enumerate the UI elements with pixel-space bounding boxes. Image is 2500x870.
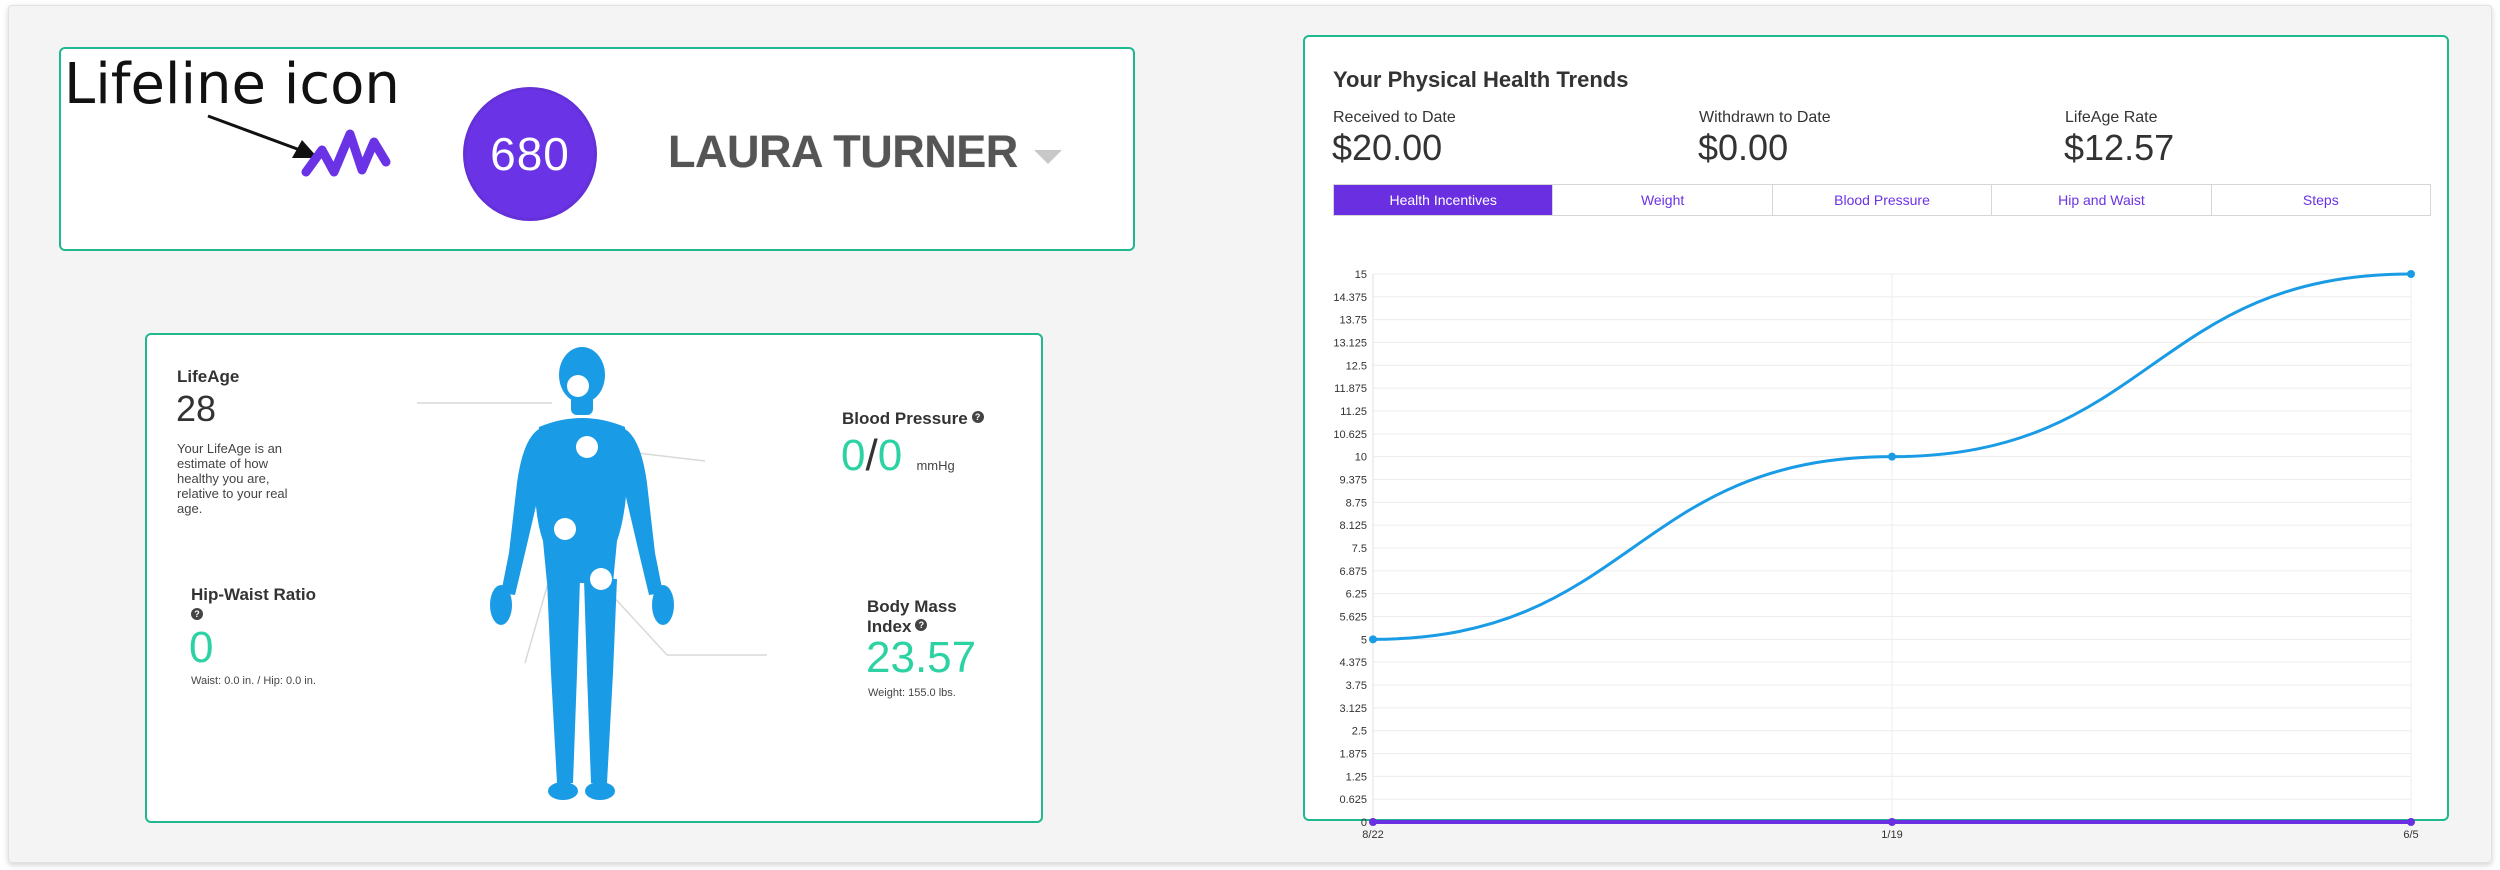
score-badge[interactable]: 680 — [463, 87, 597, 221]
help-icon[interactable]: ? — [971, 411, 984, 423]
physical-health-trends-card: Your Physical Health Trends Received to … — [1303, 35, 2449, 841]
bmi-value: 23.57 — [866, 633, 977, 682]
help-icon[interactable]: ? — [191, 608, 203, 620]
tab-blood-pressure[interactable]: Blood Pressure — [1771, 185, 1992, 215]
tab-weight[interactable]: Weight — [1552, 185, 1772, 215]
bmi-title-line1: Body Mass — [867, 597, 957, 616]
trend-tabs: Health Incentives Weight Blood Pressure … — [1333, 184, 2431, 216]
health-incentives-chart: 0 0.625 1.25 1.875 2.5 3.125 3.75 4.375 5 5.625 6.… — [1333, 269, 2418, 841]
series-point-0 — [1888, 452, 1896, 461]
x-tick-label: 6/5 — [2403, 829, 2418, 841]
body-metrics-card: LifeAge 28 Your LifeAge is an estimate o… — [145, 333, 1043, 823]
chevron-down-icon[interactable] — [1034, 150, 1062, 164]
y-tick-label: 8.75 — [1346, 497, 1367, 509]
y-tick-label: 10.625 — [1333, 429, 1367, 441]
y-tick-label: 0.625 — [1339, 794, 1367, 806]
y-tick-label: 13.75 — [1339, 315, 1367, 327]
tab-hip-and-waist[interactable]: Hip and Waist — [1991, 185, 2211, 215]
lifeage-description: Your LifeAge is an estimate of how healt… — [177, 441, 288, 516]
y-tick-label: 11.875 — [1334, 383, 1367, 395]
bp-unit: mmHg — [916, 458, 955, 473]
annotation-label: Lifeline icon — [64, 52, 400, 117]
stat-label-withdrawn: Withdrawn to Date — [1699, 109, 1831, 126]
y-tick-label: 2.5 — [1352, 726, 1367, 738]
y-tick-label: 13.125 — [1333, 338, 1367, 350]
y-tick-label: 7.5 — [1352, 543, 1367, 555]
chest-hotspot — [576, 436, 598, 458]
trends-title: Your Physical Health Trends — [1333, 67, 1629, 92]
series-point-0 — [1369, 635, 1377, 644]
series-point-1 — [1369, 818, 1377, 826]
series-point-1 — [2407, 818, 2415, 826]
y-tick-label: 9.375 — [1339, 475, 1367, 487]
hip-waist-title: Hip-Waist Ratio — [191, 585, 316, 604]
blood-pressure-title-text: Blood Pressure — [842, 409, 968, 428]
blood-pressure-value: 0/0 mmHg — [841, 433, 955, 489]
lifeline-icon[interactable] — [300, 124, 392, 184]
thigh-hotspot — [590, 568, 612, 590]
human-silhouette — [490, 347, 674, 800]
y-tick-label: 3.75 — [1346, 680, 1367, 692]
y-tick-label: 1.25 — [1346, 771, 1367, 783]
y-tick-label: 12.5 — [1346, 360, 1367, 372]
y-tick-label: 1.875 — [1339, 749, 1367, 761]
tab-health-incentives[interactable]: Health Incentives — [1334, 185, 1553, 215]
stat-value-received: $20.00 — [1332, 127, 1443, 168]
help-icon[interactable]: ? — [915, 619, 928, 631]
bp-separator: / — [865, 431, 878, 480]
systolic-value: 0 — [841, 431, 866, 480]
hip-waist-detail: Waist: 0.0 in. / Hip: 0.0 in. — [191, 675, 316, 687]
tab-steps[interactable]: Steps — [2210, 185, 2431, 215]
y-tick-label: 8.125 — [1339, 520, 1367, 532]
stat-value-withdrawn: $0.00 — [1698, 127, 1789, 168]
bmi-title-line2-text: Index — [867, 617, 912, 636]
lifeage-value: 28 — [176, 388, 217, 429]
hip-waist-help: ? — [191, 604, 203, 622]
diastolic-value: 0 — [877, 431, 903, 480]
series-point-1 — [1888, 818, 1896, 826]
head-hotspot — [567, 375, 589, 397]
y-tick-label: 3.125 — [1339, 703, 1367, 715]
y-tick-label: 4.375 — [1339, 657, 1367, 669]
y-tick-label: 10 — [1355, 452, 1367, 464]
user-name[interactable]: LAURA TURNER — [668, 126, 1018, 177]
annotation-arrow-icon — [207, 114, 318, 158]
stat-value-lifeage-rate: $12.57 — [2064, 127, 2175, 168]
blood-pressure-title: Blood Pressure? — [842, 409, 984, 429]
stat-label-received: Received to Date — [1333, 109, 1456, 126]
lifeage-title: LifeAge — [177, 367, 240, 386]
y-tick-label: 5.625 — [1339, 612, 1367, 624]
x-tick-label: 1/19 — [1881, 829, 1902, 841]
y-tick-label: 6.25 — [1346, 589, 1367, 601]
x-tick-label: 8/22 — [1362, 829, 1383, 841]
body-figure — [417, 347, 767, 800]
y-tick-label: 11.25 — [1340, 406, 1367, 418]
hip-waist-value: 0 — [189, 623, 214, 672]
bmi-detail: Weight: 155.0 lbs. — [868, 687, 956, 699]
series-point-0 — [2407, 270, 2415, 278]
y-tick-label: 6.875 — [1339, 566, 1367, 578]
y-tick-label: 15 — [1355, 269, 1367, 281]
y-tick-label: 14.375 — [1333, 292, 1367, 304]
y-tick-label: 0 — [1361, 817, 1367, 829]
profile-header-card — [59, 47, 1135, 251]
waist-hotspot — [554, 518, 576, 540]
y-tick-label: 5 — [1361, 634, 1367, 646]
stat-label-lifeage-rate: LifeAge Rate — [2065, 109, 2158, 126]
bmi-title-line2: Index? — [867, 617, 928, 637]
